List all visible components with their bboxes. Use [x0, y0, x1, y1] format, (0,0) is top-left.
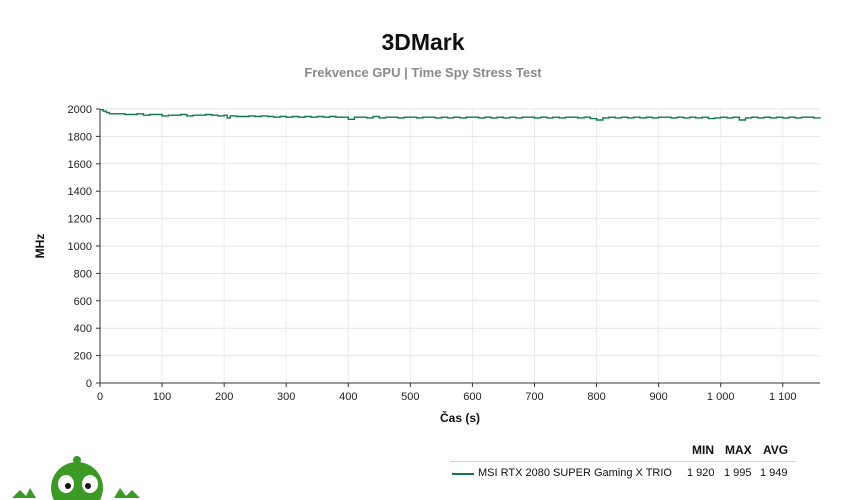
legend-table: MIN MAX AVG MSI RTX 2080 SUPER Gaming X …: [450, 443, 796, 484]
y-tick-label: 200: [74, 351, 92, 363]
x-tick-label: 500: [401, 391, 419, 403]
x-axis-title: Čas (s): [440, 410, 480, 425]
y-tick-label: 400: [74, 323, 92, 335]
legend-row: MSI RTX 2080 SUPER Gaming X TRIO 1 920 1…: [450, 462, 796, 484]
x-tick-label: 900: [649, 391, 667, 403]
legend-header: MIN MAX AVG: [450, 443, 796, 461]
legend-avg-header: AVG: [763, 443, 789, 457]
y-tick-label: 1400: [68, 186, 92, 198]
chart-subtitle: Frekvence GPU | Time Spy Stress Test: [304, 65, 542, 80]
x-tick-label: 300: [277, 391, 295, 403]
legend-series-name: MSI RTX 2080 SUPER Gaming X TRIO: [478, 467, 672, 479]
legend-divider: [450, 461, 796, 462]
legend-max-header: MAX: [725, 443, 752, 457]
line-chart: 0 200 400 600 800 1000 1200 1400 1600 1800 2000 0 10…: [33, 104, 821, 425]
x-tick-label: 600: [463, 391, 481, 403]
x-tick-label: 200: [215, 391, 233, 403]
y-tick-label: 600: [74, 296, 92, 308]
y-tick-label: 0: [86, 378, 92, 390]
y-axis-title: MHz: [33, 234, 47, 259]
y-tick-label: 2000: [68, 104, 92, 116]
y-tick-label: 800: [74, 268, 92, 280]
y-tick-label: 1200: [68, 214, 92, 226]
y-tick-label: 1600: [68, 159, 92, 171]
y-tick-label: 1000: [68, 241, 92, 253]
x-tick-label: 800: [587, 391, 605, 403]
chart-title: 3DMark: [381, 29, 465, 55]
x-tick-label: 700: [525, 391, 543, 403]
legend-min-header: MIN: [692, 443, 714, 457]
x-tick-label: 100: [153, 391, 171, 403]
y-tick-label: 1800: [68, 131, 92, 143]
x-tick-label: 1 100: [769, 391, 797, 403]
x-tick-label: 400: [339, 391, 357, 403]
x-tick-label: 1 000: [707, 391, 735, 403]
legend-swatch: [452, 473, 474, 475]
x-tick-label: 0: [97, 391, 103, 403]
series-line: [100, 109, 821, 121]
legend-min-value: 1 920: [687, 467, 715, 479]
legend-max-value: 1 995: [724, 467, 752, 479]
legend-avg-value: 1 949: [760, 467, 788, 479]
mascot-logo: [12, 456, 140, 500]
